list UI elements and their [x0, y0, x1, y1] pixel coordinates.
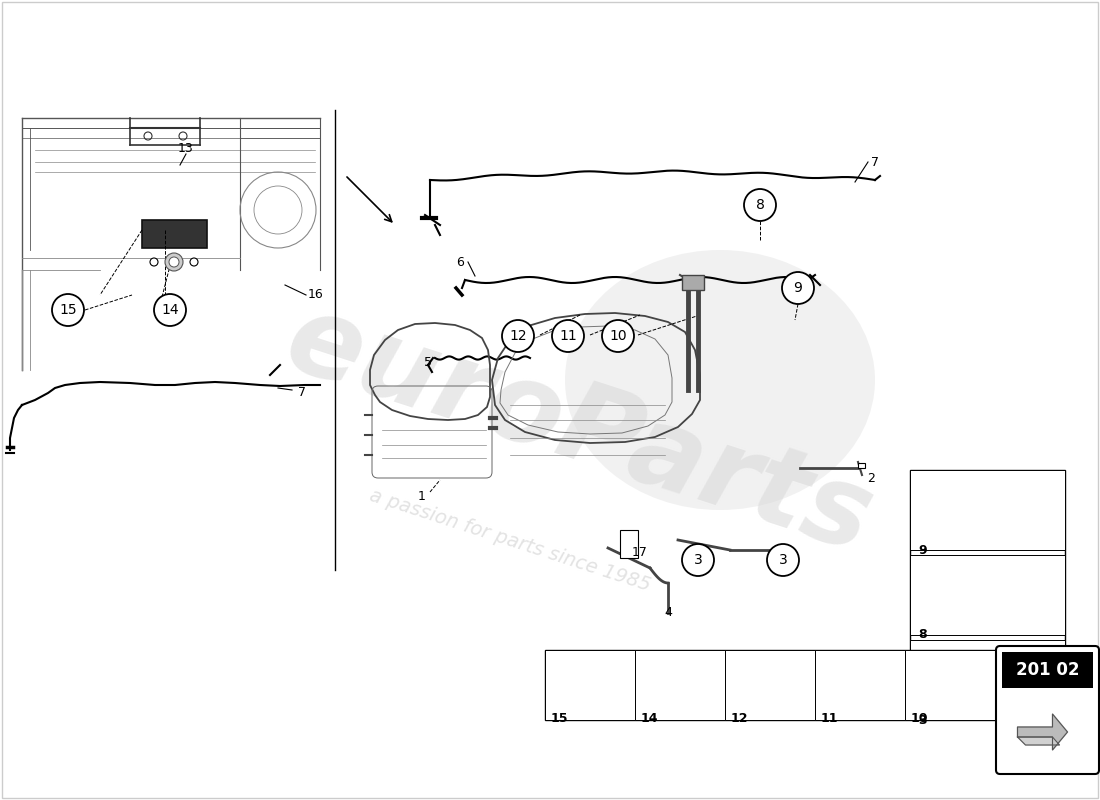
- Text: 5: 5: [424, 357, 432, 370]
- Circle shape: [165, 253, 183, 271]
- Text: 7: 7: [298, 386, 306, 399]
- Text: 201 02: 201 02: [1015, 661, 1079, 679]
- Text: 9: 9: [918, 543, 926, 557]
- Text: a passion for parts since 1985: a passion for parts since 1985: [367, 486, 653, 594]
- Text: 10: 10: [911, 712, 928, 725]
- Bar: [635, 650, 725, 720]
- Text: 1: 1: [418, 490, 426, 502]
- Circle shape: [154, 294, 186, 326]
- Text: 3: 3: [918, 714, 926, 726]
- Text: 15: 15: [551, 712, 569, 725]
- Bar: [910, 640, 1065, 720]
- Circle shape: [552, 320, 584, 352]
- Bar: [1002, 652, 1093, 688]
- Text: 11: 11: [821, 712, 838, 725]
- Text: 17: 17: [632, 546, 648, 559]
- Text: 11: 11: [559, 329, 576, 343]
- Text: 8: 8: [918, 629, 926, 642]
- Bar: [910, 555, 1065, 635]
- Polygon shape: [1018, 737, 1059, 745]
- Circle shape: [767, 544, 799, 576]
- Circle shape: [52, 294, 84, 326]
- Bar: [682, 275, 704, 290]
- Text: 2: 2: [867, 471, 875, 485]
- Circle shape: [169, 257, 179, 267]
- Text: 10: 10: [609, 329, 627, 343]
- Circle shape: [150, 258, 158, 266]
- Text: euroParts: euroParts: [274, 285, 887, 575]
- Circle shape: [190, 258, 198, 266]
- Circle shape: [744, 189, 775, 221]
- Text: 7: 7: [871, 155, 879, 169]
- Text: 3: 3: [694, 553, 703, 567]
- Text: 13: 13: [178, 142, 194, 154]
- Text: 12: 12: [509, 329, 527, 343]
- Bar: [910, 470, 1065, 710]
- Text: 6: 6: [456, 255, 464, 269]
- Text: 14: 14: [162, 303, 179, 317]
- FancyBboxPatch shape: [996, 646, 1099, 774]
- Bar: [142, 220, 207, 248]
- Text: 16: 16: [308, 289, 323, 302]
- Bar: [544, 650, 996, 720]
- Polygon shape: [1018, 714, 1067, 750]
- Circle shape: [602, 320, 634, 352]
- Bar: [910, 470, 1065, 550]
- Ellipse shape: [565, 250, 874, 510]
- Bar: [544, 650, 635, 720]
- Bar: [858, 463, 865, 468]
- Bar: [725, 650, 815, 720]
- Text: 4: 4: [664, 606, 672, 619]
- Circle shape: [782, 272, 814, 304]
- Circle shape: [682, 544, 714, 576]
- Text: 15: 15: [59, 303, 77, 317]
- Circle shape: [502, 320, 534, 352]
- Bar: [815, 650, 905, 720]
- Text: 8: 8: [756, 198, 764, 212]
- Text: 14: 14: [641, 712, 659, 725]
- Bar: [620, 530, 638, 558]
- Text: 12: 12: [732, 712, 748, 725]
- Bar: [905, 650, 996, 720]
- Text: 9: 9: [793, 281, 802, 295]
- Text: 3: 3: [779, 553, 788, 567]
